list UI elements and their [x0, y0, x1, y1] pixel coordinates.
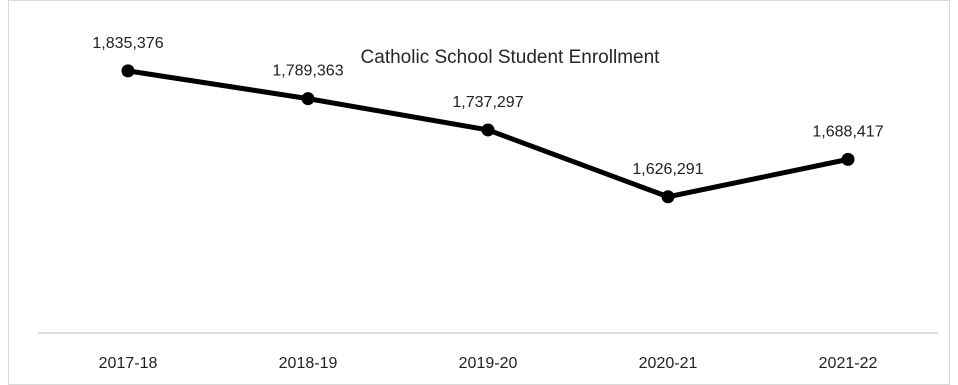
x-tick-label: 2021-22: [819, 355, 878, 372]
x-tick-labels: 2017-18 2018-19 2019-20 2020-21 2021-22: [99, 355, 878, 372]
data-label: 1,789,363: [272, 63, 343, 80]
chart-title: Catholic School Student Enrollment: [361, 47, 661, 68]
data-labels: 1,835,376 1,789,363 1,737,297 1,626,291 1,68…: [92, 35, 883, 178]
data-points: [121, 64, 855, 204]
x-tick-label: 2018-19: [279, 355, 338, 372]
data-label: 1,688,417: [812, 123, 883, 140]
chart-frame: [8, 0, 950, 385]
data-label: 1,835,376: [92, 35, 163, 52]
data-point: [481, 123, 495, 137]
data-point: [121, 64, 135, 78]
x-tick-label: 2017-18: [99, 355, 158, 372]
data-label: 1,626,291: [632, 161, 703, 178]
data-point: [661, 190, 675, 204]
x-tick-label: 2020-21: [639, 355, 698, 372]
data-point: [841, 152, 855, 166]
data-point: [301, 92, 315, 106]
x-tick-label: 2019-20: [459, 355, 518, 372]
data-label: 1,737,297: [452, 94, 523, 111]
